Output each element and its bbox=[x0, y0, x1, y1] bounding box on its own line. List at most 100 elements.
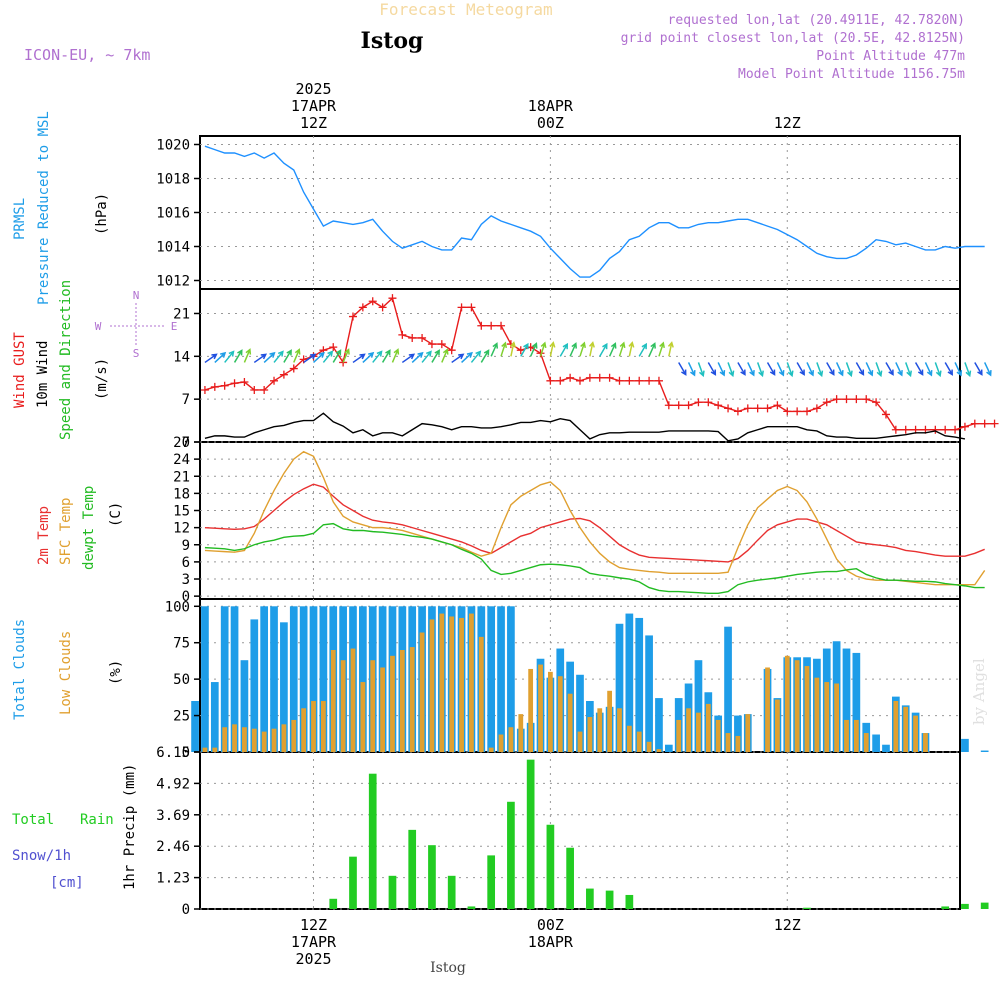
gust-marker bbox=[516, 346, 525, 355]
gust-marker bbox=[803, 407, 812, 416]
bar-mark bbox=[566, 847, 574, 909]
y-tick-label: 75 bbox=[173, 636, 190, 652]
wind-arrow bbox=[727, 362, 735, 378]
bar-mark bbox=[852, 652, 861, 752]
wind-arrow bbox=[401, 353, 416, 364]
wind-arrow bbox=[381, 349, 391, 363]
bar-mark bbox=[299, 606, 308, 752]
wind-arrow bbox=[934, 362, 942, 378]
bar-mark bbox=[980, 750, 989, 752]
wind-arrow bbox=[618, 341, 626, 357]
bar-mark bbox=[408, 829, 417, 909]
gust-marker bbox=[635, 376, 644, 385]
bar-mark bbox=[548, 671, 553, 752]
y-tick-label: 0 bbox=[182, 745, 190, 761]
bar-mark bbox=[863, 733, 869, 752]
bar-mark bbox=[359, 606, 367, 752]
wind-arrow bbox=[509, 341, 516, 357]
cloud-unit: (%) bbox=[108, 660, 124, 685]
axis-ticks: 202517APR12Z18APR00Z12Z19APR00Z12Z20APR0… bbox=[156, 80, 801, 968]
bar-mark bbox=[210, 682, 219, 752]
bar-mark bbox=[329, 898, 338, 909]
bar-mark bbox=[240, 660, 249, 752]
wind-arrow bbox=[678, 362, 687, 376]
bar-mark bbox=[656, 749, 662, 752]
wind-arrow bbox=[865, 362, 874, 377]
gust-marker bbox=[773, 401, 782, 410]
gust-marker bbox=[743, 404, 752, 413]
gust-marker bbox=[960, 422, 969, 431]
bar-mark bbox=[625, 894, 634, 909]
gust-marker bbox=[595, 373, 604, 382]
gust-marker bbox=[951, 425, 960, 434]
bar-mark bbox=[724, 626, 732, 752]
gust-marker bbox=[674, 401, 683, 410]
wind-arrow bbox=[974, 362, 983, 376]
compass-e: E bbox=[171, 320, 178, 333]
bar-mark bbox=[419, 632, 425, 752]
gust-marker bbox=[576, 376, 584, 385]
series-line bbox=[204, 450, 986, 586]
wind-arrow bbox=[599, 342, 608, 357]
gust-marker bbox=[427, 340, 436, 349]
wind-arrow bbox=[204, 353, 218, 364]
wind-arrow bbox=[352, 353, 366, 364]
wind-arrow bbox=[845, 362, 853, 378]
grid-lines bbox=[200, 136, 960, 910]
bar-mark bbox=[309, 606, 318, 752]
gust-marker bbox=[931, 425, 940, 434]
gust-marker bbox=[793, 407, 802, 416]
bar-mark bbox=[882, 744, 890, 752]
wind-arrow bbox=[283, 349, 292, 363]
precip-side-rain: Rain bbox=[80, 812, 114, 828]
bar-mark bbox=[961, 903, 969, 909]
gust-marker bbox=[457, 303, 466, 312]
gust-marker bbox=[654, 376, 663, 385]
gust-marker bbox=[348, 312, 357, 321]
bar-mark bbox=[439, 613, 445, 752]
wind-arrow bbox=[362, 351, 375, 363]
wind-arrow bbox=[737, 362, 746, 376]
bar-mark bbox=[526, 759, 535, 909]
wind-arrow bbox=[588, 341, 595, 357]
compass-w: W bbox=[95, 320, 102, 333]
bar-mark bbox=[497, 606, 505, 752]
bar-mark bbox=[617, 708, 622, 752]
time-label-top: 2025 bbox=[295, 80, 331, 98]
bar-mark bbox=[853, 719, 859, 752]
wind-arrow bbox=[224, 350, 235, 363]
gust-marker bbox=[250, 385, 259, 394]
time-label-bottom: 12Z bbox=[300, 916, 327, 934]
wind-arrow bbox=[954, 362, 963, 377]
time-label-bottom: 00Z bbox=[537, 916, 564, 934]
wind-arrow bbox=[529, 342, 538, 357]
bar-mark bbox=[447, 875, 456, 909]
bar-mark bbox=[487, 855, 496, 909]
bar-mark bbox=[546, 824, 555, 909]
series-line bbox=[204, 522, 985, 594]
cloud-label-total: Total Clouds bbox=[12, 619, 28, 720]
bar-mark bbox=[842, 648, 851, 752]
wind-arrow bbox=[214, 351, 227, 363]
wind-arrow bbox=[964, 362, 972, 378]
gust-marker bbox=[733, 407, 742, 416]
data-marks bbox=[191, 145, 999, 909]
bar-mark bbox=[804, 666, 810, 752]
gust-marker bbox=[210, 382, 219, 391]
bar-mark bbox=[664, 744, 673, 752]
gust-marker bbox=[585, 373, 594, 382]
bar-mark bbox=[428, 845, 436, 909]
wind-arrow bbox=[559, 342, 569, 357]
model-label: ICON-EU, ~ 7km bbox=[24, 46, 150, 64]
wind-arrow bbox=[914, 362, 924, 376]
product-title: Forecast Meteogram bbox=[379, 0, 552, 19]
gust-marker bbox=[645, 376, 654, 385]
gust-marker bbox=[270, 376, 279, 385]
bar-mark bbox=[360, 682, 366, 752]
wind-arrow bbox=[638, 342, 648, 357]
bar-mark bbox=[913, 715, 918, 752]
wind-arrow bbox=[342, 348, 350, 363]
y-tick-label: 21 bbox=[173, 306, 190, 322]
gust-marker bbox=[724, 404, 733, 413]
wind-arrow bbox=[687, 362, 696, 377]
